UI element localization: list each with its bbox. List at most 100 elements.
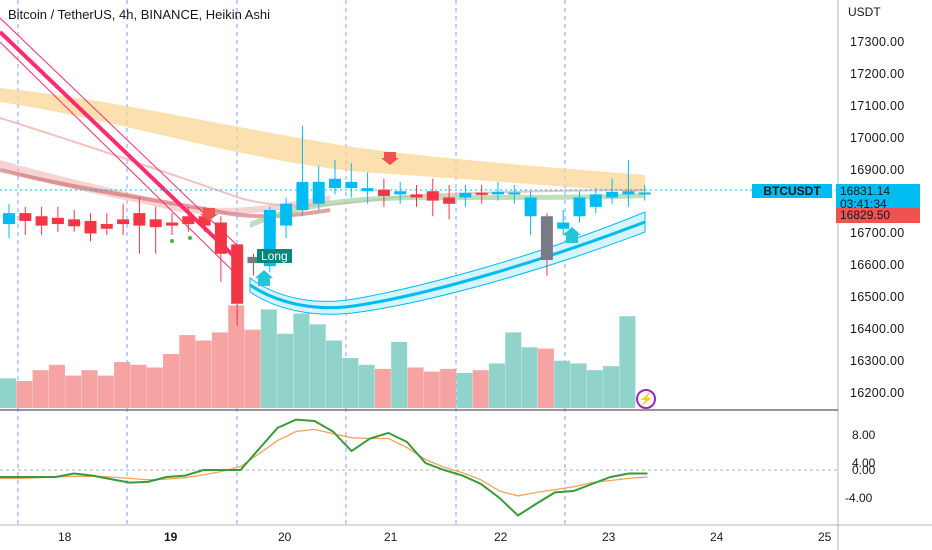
volume-bar [489,363,505,408]
symbol-tag: BTCUSDT [752,184,832,198]
candle [247,253,260,276]
volume-bar [374,368,391,408]
candle [540,213,553,276]
volume-bar [195,340,212,408]
price-tick: 16200.00 [850,386,905,400]
price-tick: 17200.00 [850,67,905,81]
volume-bar [179,335,196,408]
volume-bar [260,309,277,408]
time-tick: 18 [58,530,72,544]
last-price-tag: 16831.14 [836,184,920,198]
candle [557,210,570,235]
volume-bar [309,324,326,408]
volume-bar [114,362,131,408]
candle [19,206,32,235]
time-tick: 19 [164,530,178,544]
uptrend-line [249,220,646,310]
volume-bar [570,363,587,408]
candle [410,185,423,207]
time-tick: 25 [818,530,832,544]
price-tick: 16900.00 [850,163,905,177]
volume-bar [130,364,147,408]
candle [524,191,537,235]
volume-bar [32,370,49,408]
volume-bar [423,371,440,408]
volume-bar [0,378,16,408]
signal-price-tag: 16829.50 [836,208,920,223]
volume-bar [407,367,424,408]
price-tick: 16300.00 [850,354,905,368]
volume-bar [244,329,261,408]
chart-background [0,0,838,550]
candle [589,188,602,214]
candle [606,178,619,204]
candle [182,206,195,232]
time-tick: 24 [710,530,724,544]
candle [84,213,97,242]
candle [492,181,504,201]
ema-ribbon-green [250,193,645,228]
candle [573,191,586,223]
osc-tick: 8.00 [852,428,876,442]
candle [459,185,472,207]
volume-bar [211,332,228,408]
volume-bar [277,333,294,408]
osc-tick: -4.00 [845,491,873,505]
candle [296,125,309,217]
volume-bar [342,358,359,408]
volume-bar [537,348,554,408]
price-tick: 16600.00 [850,258,905,272]
candle [475,185,488,204]
volume-bar [97,375,114,408]
time-tick: 23 [602,530,616,544]
lightning-icon[interactable]: ⚡ [636,389,656,409]
buy-arrow-1 [255,270,273,286]
chart-title: Bitcoin / TetherUS, 4h, BINANCE, Heikin … [8,7,271,22]
osc-tick: 4.00 [852,456,876,470]
osc-tick: 0.00 [852,463,876,477]
price-tick: 16700.00 [850,226,905,240]
candle [35,206,48,235]
osc-macd-line [0,418,648,517]
candle [100,213,113,235]
volume-bar [146,367,163,408]
volume-bar [603,366,620,408]
price-tick: 16400.00 [850,322,905,336]
candle [133,197,146,254]
volume-bar [440,368,457,408]
buy-arrow-2 [563,227,581,243]
volume-bar [358,364,375,408]
volume-bar [472,370,489,408]
candle [345,163,358,198]
candle [149,206,162,254]
downtrend-lower [0,41,241,279]
bar-countdown-tag: 03:41:34 [836,198,920,211]
price-tick: 17000.00 [850,131,905,145]
candle [231,244,244,326]
candle [508,185,521,204]
ema-ribbon-orange [0,88,645,193]
candle [443,185,456,220]
osc-signal-line [0,428,648,497]
price-tick: 17300.00 [850,35,905,49]
time-tick: 22 [494,530,508,544]
volume-bar [586,370,603,408]
volume-bar [228,305,245,408]
candle [638,185,651,201]
volume-bar [48,364,65,408]
time-tick: 20 [278,530,292,544]
volume-bar [521,347,538,408]
sell-arrow-1 [200,208,218,221]
volume-bar [81,370,98,408]
currency-label: USDT [848,5,881,19]
volume-bar [16,381,33,408]
candle [312,166,325,210]
green-dots [170,236,192,243]
time-tick: 21 [384,530,398,544]
volume-bar [505,332,522,408]
volume-bar [456,372,473,408]
candlesticks [3,125,651,326]
volume-bar [163,354,179,408]
candle [377,178,390,207]
